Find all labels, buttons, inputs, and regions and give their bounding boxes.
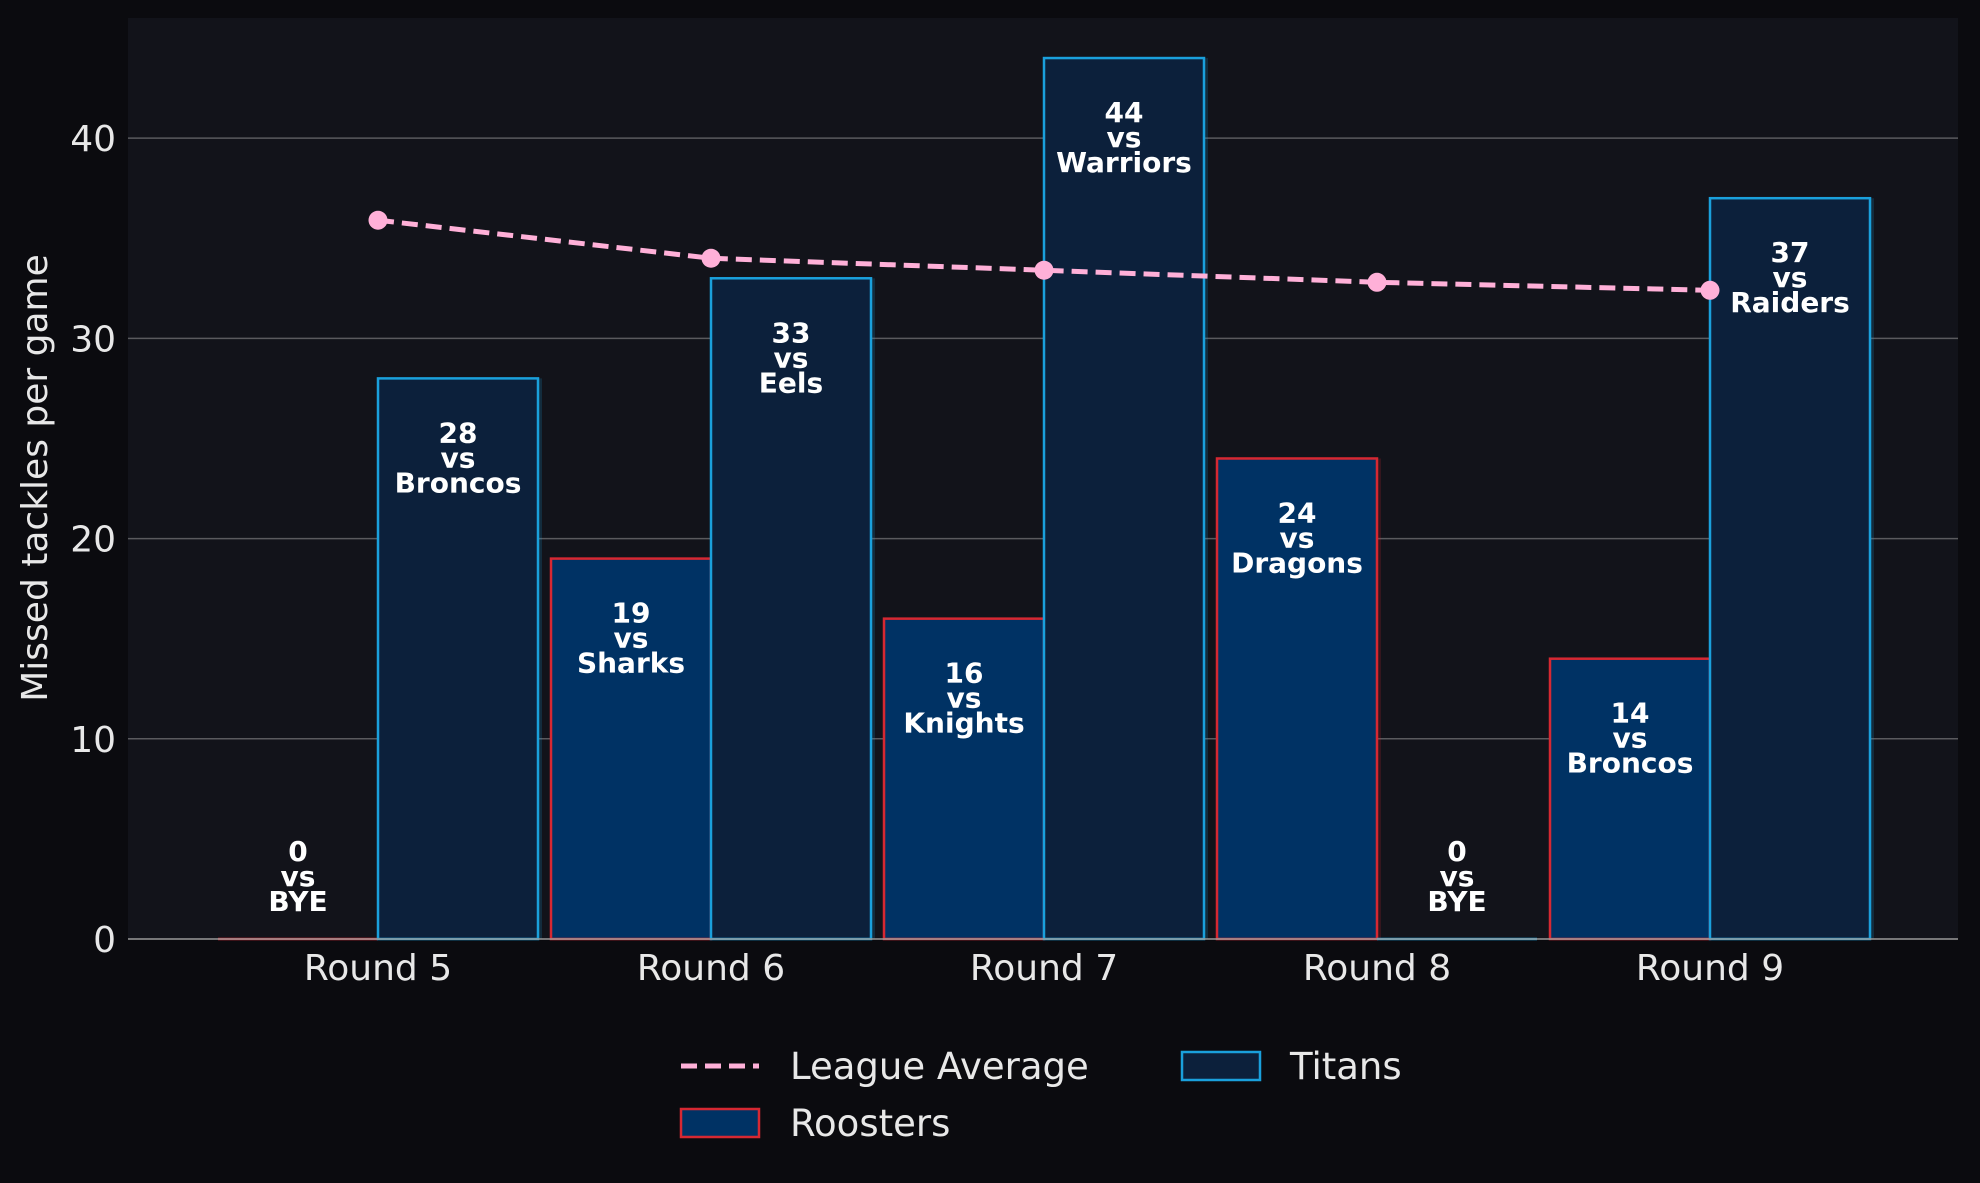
bar-label-titans-round-8-line-3: BYE	[1427, 885, 1486, 918]
bar-titans-round-5	[376, 377, 540, 941]
bar-label-roosters-round-6-line-3: Sharks	[577, 647, 685, 680]
bar-label-roosters-round-9-line-1: 14	[1611, 697, 1650, 730]
legend-swatch-roosters	[679, 1107, 761, 1139]
bar-label-roosters-round-5-line-1: 0	[288, 835, 307, 868]
bar-label-roosters-round-5-line-3: BYE	[268, 885, 327, 918]
legend-label-league-average: League Average	[790, 1045, 1089, 1088]
bar-titans-round-9	[1708, 196, 1872, 941]
bar-label-titans-round-5-line-3: Broncos	[395, 466, 522, 499]
bar-label-titans-round-9-line-1: 37	[1771, 236, 1810, 269]
y-tick-label-0: 0	[93, 920, 116, 961]
y-tick-label-30: 30	[70, 319, 116, 360]
league-average-line	[368, 210, 1720, 300]
y-tick-label-10: 10	[70, 720, 116, 761]
bar-label-titans-round-5-line-2: vs	[441, 441, 476, 474]
bar-label-roosters-round-8-line-2: vs	[1280, 521, 1315, 554]
y-tick-label-20: 20	[70, 520, 116, 561]
league-average-point-round-8	[1367, 272, 1387, 292]
bar-label-titans-round-9-line-2: vs	[1773, 261, 1808, 294]
bar-label-titans-round-7-line-1: 44	[1105, 96, 1144, 129]
bar-label-roosters-round-8-line-3: Dragons	[1231, 546, 1363, 579]
bar-roosters-round-7	[882, 617, 1046, 941]
x-tick-label-round-8: Round 8	[1303, 948, 1451, 989]
league-average-point-round-7	[1034, 260, 1054, 280]
bar-label-roosters-round-7-line-2: vs	[947, 682, 982, 715]
x-tick-label-round-5: Round 5	[304, 948, 452, 989]
bar-label-titans-round-7-line-2: vs	[1107, 121, 1142, 154]
league-average-point-round-5	[368, 210, 388, 230]
bar-label-titans-round-8-line-2: vs	[1440, 860, 1475, 893]
league-average-point-round-6	[701, 248, 721, 268]
bar-label-titans-round-6-line-3: Eels	[759, 366, 823, 399]
league-average-point-round-9	[1700, 280, 1720, 300]
legend-label-roosters: Roosters	[790, 1102, 950, 1145]
bars	[218, 56, 1874, 941]
bar-label-titans-round-6-line-1: 33	[772, 316, 811, 349]
x-tick-labels: Round 5 Round 6 Round 7 Round 8 Round 9	[304, 948, 1784, 989]
bar-label-titans-round-5-line-1: 28	[439, 416, 478, 449]
y-axis-label: Missed tackles per game	[15, 254, 56, 702]
bar-label-roosters-round-6-line-2: vs	[614, 622, 649, 655]
bar-roosters-round-9	[1548, 657, 1712, 941]
legend: League Average Roosters Titans	[679, 1045, 1402, 1145]
x-tick-label-round-6: Round 6	[637, 948, 785, 989]
bar-roosters-round-8	[1215, 457, 1379, 941]
legend-label-titans: Titans	[1289, 1045, 1402, 1088]
bar-label-roosters-round-9-line-2: vs	[1613, 722, 1648, 755]
bar-titans-round-6	[709, 277, 873, 941]
league-average-polyline	[377, 217, 1711, 293]
bar-label-titans-round-6-line-2: vs	[774, 341, 809, 374]
bar-label-roosters-round-6-line-1: 19	[612, 597, 651, 630]
bar-label-roosters-round-5-line-2: vs	[281, 860, 316, 893]
x-tick-label-round-9: Round 9	[1636, 948, 1784, 989]
legend-swatch-titans	[1180, 1050, 1262, 1082]
bar-label-roosters-round-8-line-1: 24	[1278, 496, 1317, 529]
y-tick-label-40: 40	[70, 119, 116, 160]
bar-label-roosters-round-9-line-3: Broncos	[1567, 747, 1694, 780]
y-tick-labels: 0 10 20 30 40	[70, 119, 116, 961]
x-tick-label-round-7: Round 7	[970, 948, 1118, 989]
bar-label-titans-round-7-line-3: Warriors	[1056, 146, 1192, 179]
bar-label-titans-round-9-line-3: Raiders	[1730, 286, 1850, 319]
bar-label-roosters-round-7-line-1: 16	[945, 657, 984, 690]
bar-label-roosters-round-7-line-3: Knights	[903, 707, 1024, 740]
bar-label-titans-round-8-line-1: 0	[1447, 835, 1466, 868]
bar-titans-round-7	[1042, 56, 1206, 941]
